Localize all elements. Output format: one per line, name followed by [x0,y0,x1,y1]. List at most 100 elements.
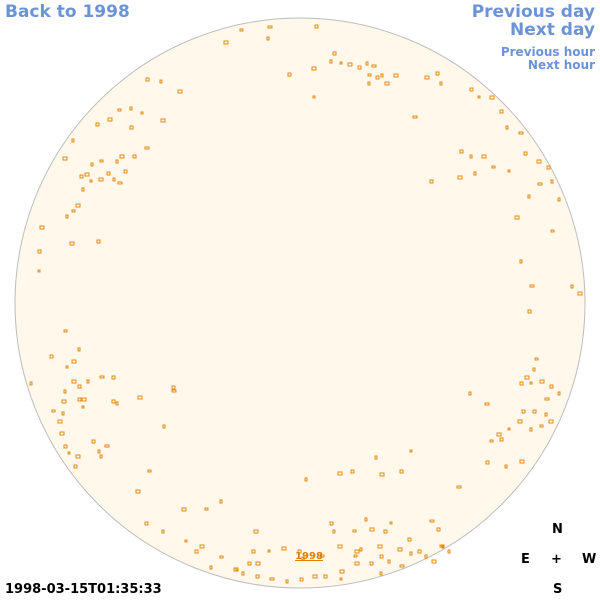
marker [519,381,524,386]
marker [557,391,561,396]
marker [75,454,81,459]
marker [496,432,502,437]
marker [499,437,504,442]
marker [29,381,33,386]
marker [387,559,391,564]
marker [353,554,358,558]
marker [91,439,96,444]
marker [383,529,388,534]
marker [379,472,385,477]
marker [89,179,93,183]
marker [412,115,418,119]
marker [459,149,464,154]
marker [235,567,239,571]
marker [251,549,256,554]
marker [95,122,100,127]
marker [281,546,287,551]
marker [550,179,554,184]
marker [529,381,533,385]
marker [485,460,490,465]
marker [145,77,150,82]
marker [319,554,325,558]
marker [517,419,523,424]
year-center-label[interactable]: 1998 [295,551,323,562]
marker [314,24,319,29]
marker [548,419,554,424]
marker [550,229,555,233]
marker [129,125,134,130]
marker [297,549,302,554]
marker [247,561,252,566]
previous-day-link[interactable]: Previous day [471,2,595,22]
marker [473,171,477,176]
marker [514,215,520,220]
marker [393,73,399,78]
marker [301,556,305,561]
marker [365,61,369,66]
marker [267,25,273,29]
compass-south: S [553,582,563,597]
marker [285,579,289,584]
marker [519,459,525,464]
marker [255,561,261,566]
back-to-year-link[interactable]: Back to 1998 [5,2,130,22]
marker [99,454,103,459]
marker [37,249,42,254]
marker [507,427,511,431]
marker [570,284,574,289]
marker [112,177,116,182]
marker [144,521,149,526]
marker [67,451,71,455]
marker [255,574,260,579]
marker [106,171,111,176]
marker [86,379,90,384]
marker [384,81,390,86]
marker [269,577,275,581]
marker [253,529,259,534]
marker [77,384,82,389]
marker [287,72,292,77]
marker [63,389,67,394]
marker [409,449,413,453]
marker [371,64,377,68]
marker [77,397,82,402]
marker [137,395,143,400]
marker [49,354,54,359]
year-center-link[interactable]: 1998 [295,551,323,562]
marker [62,156,68,161]
marker [505,125,509,130]
marker [239,28,244,32]
next-hour-link[interactable]: Next hour [527,58,595,72]
marker [311,66,317,71]
marker [399,469,404,474]
marker [75,203,81,208]
marker [61,399,67,404]
marker [457,175,463,180]
marker [161,529,165,534]
marker [439,544,444,548]
marker [424,75,430,80]
marker [59,431,65,436]
compass-west: W [582,552,597,567]
marker [424,554,428,559]
next-day-link[interactable]: Next day [510,20,595,40]
marker [96,239,101,244]
marker [204,507,209,511]
marker [337,471,343,476]
marker [544,397,550,401]
marker [484,402,490,406]
marker [489,439,494,443]
marker [81,405,85,409]
marker [527,194,531,199]
marker [352,529,357,533]
marker [219,499,223,504]
marker [312,95,316,99]
marker [51,409,56,413]
marker [79,174,84,179]
marker [477,95,481,99]
previous-hour-link[interactable]: Previous hour [500,45,595,59]
marker [431,559,437,564]
marker [529,284,535,288]
marker [456,485,462,489]
marker [98,177,104,182]
